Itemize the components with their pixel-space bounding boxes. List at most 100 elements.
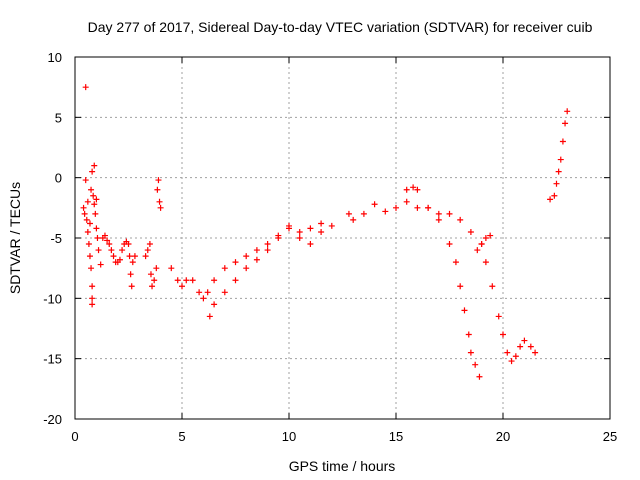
data-point — [264, 241, 271, 248]
data-point — [168, 265, 175, 272]
data-point — [144, 247, 151, 254]
data-point — [414, 186, 421, 193]
data-point — [414, 204, 421, 211]
data-point — [243, 253, 250, 260]
data-point — [101, 232, 108, 239]
data-point — [119, 247, 126, 254]
data-point — [508, 358, 515, 365]
data-point — [125, 241, 132, 248]
data-point — [89, 283, 96, 290]
data-point — [512, 353, 519, 360]
data-point — [476, 373, 483, 380]
data-point — [183, 277, 190, 284]
data-point — [131, 253, 138, 260]
data-point — [200, 295, 207, 302]
data-point — [93, 196, 100, 203]
data-point — [457, 283, 464, 290]
data-point — [474, 247, 481, 254]
y-tick-label: 10 — [48, 50, 62, 65]
data-point — [253, 247, 260, 254]
y-tick-label: -15 — [43, 352, 62, 367]
data-point — [104, 237, 111, 244]
data-point — [154, 186, 161, 193]
data-point — [547, 196, 554, 203]
data-point — [487, 232, 494, 239]
data-point — [221, 289, 228, 296]
data-point — [382, 208, 389, 215]
data-point — [296, 235, 303, 241]
data-point — [94, 235, 101, 241]
data-point — [95, 247, 102, 254]
data-point — [318, 228, 325, 235]
data-point — [482, 259, 489, 266]
data-point — [149, 283, 156, 290]
data-point — [264, 247, 271, 254]
data-point — [495, 313, 502, 320]
data-point — [371, 201, 378, 208]
series-trace-c — [345, 198, 483, 380]
data-point — [84, 228, 91, 235]
data-point — [253, 256, 260, 263]
data-point — [157, 204, 164, 211]
data-point — [204, 289, 211, 296]
data-point — [110, 253, 117, 260]
data-point — [465, 331, 472, 338]
data-point — [179, 283, 185, 290]
data-marks — [80, 84, 571, 380]
data-point — [147, 271, 154, 278]
data-point — [527, 343, 534, 350]
data-point — [467, 349, 474, 356]
data-point — [461, 307, 468, 314]
y-axis-label: SDTVAR / TECUs — [7, 182, 23, 294]
data-point — [91, 162, 98, 169]
x-tick-label: 15 — [389, 429, 403, 444]
data-point — [174, 277, 181, 284]
data-point — [90, 192, 97, 199]
series-trace-b — [206, 222, 325, 320]
data-point — [221, 265, 228, 272]
data-point — [425, 204, 432, 211]
y-tick-label: -10 — [43, 291, 62, 306]
data-point — [106, 241, 113, 248]
series-trace-a — [168, 220, 335, 302]
data-point — [93, 225, 100, 232]
data-point — [92, 210, 99, 217]
data-point — [206, 313, 213, 320]
data-point — [564, 108, 571, 115]
data-point — [153, 265, 160, 272]
data-point — [467, 228, 474, 235]
data-point — [151, 277, 158, 284]
data-point — [562, 120, 569, 127]
data-point — [403, 186, 410, 193]
x-tick-label: 0 — [71, 429, 78, 444]
data-point — [328, 222, 335, 229]
data-point — [128, 283, 135, 290]
data-point — [232, 259, 239, 266]
data-point — [211, 277, 218, 284]
data-point — [108, 247, 115, 254]
plot-frame — [74, 56, 611, 420]
data-point — [146, 241, 153, 248]
data-point — [393, 204, 399, 211]
data-point — [155, 177, 162, 184]
data-point — [446, 210, 453, 217]
grid — [75, 57, 610, 419]
data-point — [403, 198, 410, 205]
data-point — [489, 283, 496, 290]
data-point — [557, 156, 564, 163]
data-point — [555, 168, 562, 175]
data-point — [97, 261, 104, 268]
data-point — [88, 265, 95, 272]
data-point — [435, 216, 442, 223]
data-point — [211, 301, 218, 308]
data-point — [296, 228, 303, 235]
data-point — [86, 253, 93, 260]
data-point — [504, 349, 511, 356]
data-point — [129, 259, 136, 266]
data-point — [435, 210, 442, 217]
data-point — [85, 241, 92, 248]
data-point — [500, 331, 506, 338]
y-tick-label: 5 — [55, 110, 62, 125]
data-point — [559, 138, 566, 145]
